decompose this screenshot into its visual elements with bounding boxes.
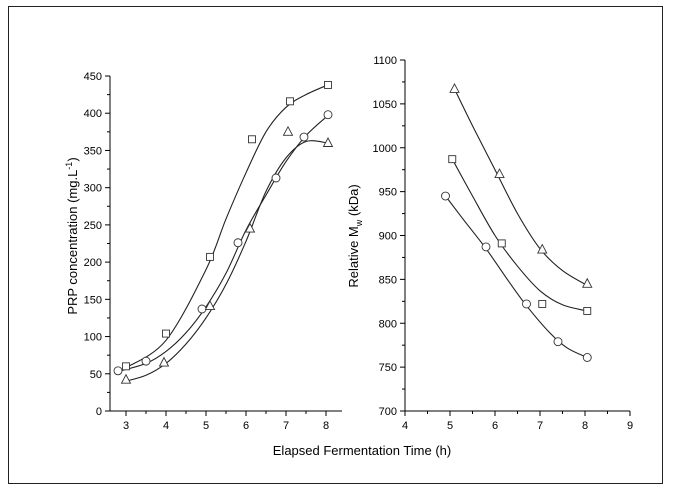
left-y-tick-label: 450 [84,71,102,83]
right-square-series-curve [451,158,588,312]
left-triangle-data-point [244,222,256,233]
left-square-data-point [248,135,256,144]
right-triangle-data-point [449,82,460,93]
left-y-tick-label: 350 [84,145,102,157]
left-y-tick-label: 250 [84,220,102,232]
left-y-tick-label: 150 [84,294,102,306]
right-x-tick-label: 6 [492,420,498,432]
x-axis-title: Elapsed Fermentation Time (h) [273,443,451,458]
left-x-tick-label: 3 [123,420,129,432]
left-triangle-data-point [204,300,216,310]
right-square-data-point [583,307,592,315]
left-circle-data-point [113,366,123,376]
left-y-tick-label: 300 [84,183,102,195]
right-x-tick-label: 7 [537,420,543,432]
right-circle-data-point [522,299,531,309]
left-x-tick-label: 4 [163,420,169,432]
left-circle-data-point [299,132,309,142]
left-triangle-data-point [282,125,294,136]
left-x-tick-label: 7 [283,420,289,432]
left-y-tick-label: 100 [84,332,102,344]
left-triangle-data-point [322,137,334,147]
left-square-data-point [122,362,130,371]
right-circle-series-curve [445,195,588,358]
left-x-tick-label: 5 [203,420,209,432]
left-y-tick-label: 400 [84,108,102,120]
figure-frame [8,6,663,484]
right-circle-data-point [582,353,592,362]
right-y-tick-label: 900 [379,231,397,243]
left-circle-data-point [323,110,333,120]
right-y-tick-label: 1000 [373,143,397,155]
left-y-tick-label: 0 [96,406,102,418]
left-square-data-point [324,80,332,89]
right-circle-data-point [553,337,563,347]
right-y-tick-label: 850 [379,274,397,286]
left-triangle-series-curve [125,140,329,382]
left-triangle-data-point [120,373,132,384]
left-circle-data-point [141,356,151,366]
right-square-data-point [448,155,457,164]
left-circle-data-point [197,304,207,314]
right-triangle-data-point [494,168,505,179]
left-y-tick-label: 50 [90,369,102,381]
right-triangle-data-point [537,243,548,254]
left-x-tick-label: 8 [323,420,329,432]
right-triangle-data-point [582,277,593,288]
right-chart-panel: 700 750 800 850 900 950 1000 1050 1100 4 5 6 7 8 9 [373,55,634,432]
left-circle-data-point [233,238,243,248]
right-y-tick-label: 750 [379,362,397,374]
right-circle-data-point [481,242,491,252]
left-circle-series-curve [117,115,329,373]
right-y-tick-label: 700 [379,406,397,418]
left-square-series-curve [125,84,329,369]
right-y-tick-label: 1050 [373,99,397,111]
right-x-tick-label: 9 [627,420,633,432]
right-y-axis-title: Relative Mw (kDa) [346,184,364,287]
right-square-data-point [538,299,547,308]
left-y-tick-label: 200 [84,257,102,269]
left-square-data-point [206,252,214,261]
right-square-data-point [497,239,506,248]
right-circle-data-point [441,191,450,201]
left-square-data-point [162,329,170,338]
right-x-tick-label: 8 [582,420,588,432]
right-y-tick-label: 800 [379,318,397,330]
left-x-tick-label: 6 [243,420,249,432]
right-x-tick-label: 4 [402,420,408,432]
left-square-data-point [286,97,294,106]
right-y-tick-label: 950 [379,187,397,199]
left-chart-panel: 0 50 100 150 200 250 300 350 400 450 3 4 5 6 7 8 [84,71,342,432]
left-y-axis-title: PRP concentration (mg.L-1) [64,157,80,314]
left-triangle-data-point [158,356,170,367]
right-triangle-series-curve [454,88,588,286]
right-y-tick-label: 1100 [373,55,397,67]
left-circle-data-point [271,173,281,183]
right-x-tick-label: 5 [447,420,453,432]
